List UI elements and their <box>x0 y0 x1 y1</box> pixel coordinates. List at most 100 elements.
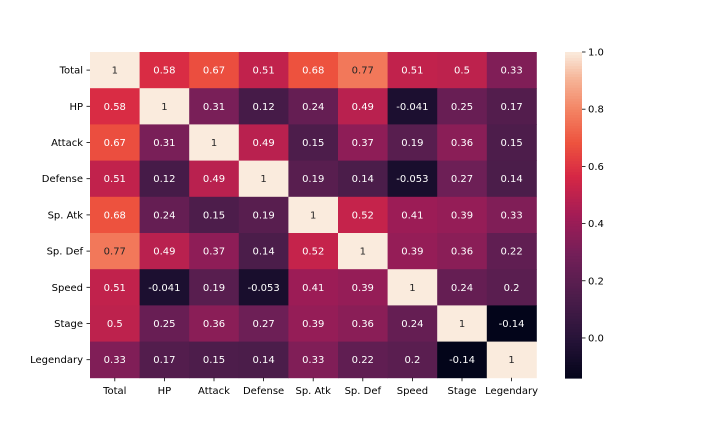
colorbar-strip <box>565 331 582 336</box>
heatmap-cell <box>338 124 388 161</box>
cell-annotation: 0.14 <box>252 247 274 258</box>
heatmap-cell <box>437 124 488 161</box>
cell-annotation: 0.68 <box>302 66 324 77</box>
colorbar-strip <box>565 258 582 262</box>
heatmap-cell <box>189 341 240 379</box>
colorbar-strip <box>565 329 582 333</box>
colorbar-strip <box>565 81 582 86</box>
heatmap-cell <box>338 52 388 89</box>
heatmap-cell <box>288 52 339 89</box>
cell-annotation: 0.37 <box>203 247 225 258</box>
colorbar-strip <box>565 195 582 200</box>
colorbar-strip <box>565 87 582 91</box>
heatmap-cell <box>387 124 438 161</box>
colorbar-strip <box>565 244 582 249</box>
colorbar-strip <box>565 304 582 308</box>
heatmap-cell <box>189 124 240 161</box>
colorbar-strip <box>565 253 582 257</box>
x-tick-label: Total <box>102 386 126 397</box>
colorbar-strip <box>565 318 582 322</box>
colorbar-strip <box>565 299 582 303</box>
colorbar-strip <box>565 190 582 194</box>
cell-annotation: 0.24 <box>153 210 175 221</box>
colorbar-strip <box>565 234 582 238</box>
cell-annotation: 0.27 <box>252 319 274 330</box>
cell-annotation: 0.33 <box>500 210 522 221</box>
cell-annotation: 0.19 <box>203 283 225 294</box>
cell-annotation: 0.15 <box>203 210 225 221</box>
cell-annotation: 0.52 <box>302 247 324 258</box>
colorbar-strip <box>565 364 582 368</box>
heatmap-cell <box>486 196 537 234</box>
heatmap-cell <box>437 233 488 270</box>
cell-annotation: 0.58 <box>104 102 126 113</box>
y-tick-label: Legendary <box>30 355 83 366</box>
heatmap-cell <box>238 124 289 161</box>
cell-annotation: 0.14 <box>352 174 374 185</box>
cell-annotation: 0.19 <box>302 174 324 185</box>
colorbar-strip <box>565 247 582 251</box>
heatmap-cell <box>486 305 537 342</box>
cell-annotation: 1 <box>508 355 514 366</box>
cell-annotation: 0.15 <box>203 355 225 366</box>
colorbar-strip <box>565 348 582 352</box>
colorbar-strip <box>565 236 582 241</box>
cell-annotation: 0.15 <box>500 138 522 149</box>
colorbar-strip <box>565 375 582 379</box>
colorbar-strip <box>565 176 582 181</box>
heatmap-cell <box>189 305 240 342</box>
heatmap-cell <box>486 88 537 125</box>
cell-annotation: 0.67 <box>203 66 225 77</box>
colorbar-strip <box>565 149 582 154</box>
cell-annotation: 0.49 <box>153 247 175 258</box>
cell-annotation: -0.041 <box>396 102 428 113</box>
heatmap-cell <box>238 196 289 234</box>
colorbar-strip <box>565 157 582 162</box>
heatmap-cell <box>486 52 537 89</box>
cell-annotation: 0.2 <box>404 355 420 366</box>
cell-annotation: 0.49 <box>203 174 225 185</box>
colorbar-strip <box>565 337 582 341</box>
colorbar-strip <box>565 160 582 164</box>
colorbar-strip <box>565 225 582 230</box>
colorbar-strip <box>565 255 582 260</box>
heatmap-cell <box>189 160 240 198</box>
colorbar-strip <box>565 57 582 61</box>
colorbar-strip <box>565 84 582 88</box>
colorbar-strip <box>565 65 582 69</box>
cell-annotation: 1 <box>211 138 217 149</box>
colorbar-strip <box>565 109 582 113</box>
cell-annotation: 0.77 <box>352 66 374 77</box>
colorbar-strip <box>565 282 582 287</box>
cell-annotation: 0.37 <box>352 138 374 149</box>
heatmap-cell <box>387 269 438 306</box>
heatmap-cell <box>338 233 388 270</box>
colorbar-strip <box>565 198 582 203</box>
cell-annotation: 0.31 <box>153 138 175 149</box>
cell-annotation: 1 <box>360 247 366 258</box>
heatmap-cell <box>486 233 537 270</box>
cell-annotation: 0.58 <box>153 66 175 77</box>
cell-annotation: 0.36 <box>451 247 473 258</box>
cell-annotation: 0.33 <box>500 66 522 77</box>
heatmap-cell <box>288 233 339 270</box>
colorbar-strip <box>565 60 582 64</box>
colorbar-strip <box>565 179 582 183</box>
heatmap-cell <box>387 52 438 89</box>
heatmap-cell <box>238 52 289 89</box>
heatmap-cell <box>387 305 438 342</box>
colorbar-strip <box>565 277 582 281</box>
colorbar-strip <box>565 122 582 126</box>
heatmap-cell <box>437 305 488 342</box>
cell-annotation: 0.24 <box>451 283 473 294</box>
y-tick-label: Attack <box>51 138 83 149</box>
colorbar-strip <box>565 223 582 227</box>
cell-annotation: 1 <box>112 66 118 77</box>
colorbar-strip <box>565 372 582 376</box>
cell-annotation: 0.24 <box>401 319 423 330</box>
colorbar-strip <box>565 285 582 289</box>
colorbar-strip <box>565 242 582 246</box>
colorbar-strip <box>565 307 582 311</box>
colorbar-strip <box>565 272 582 276</box>
cell-annotation: 0.17 <box>500 102 522 113</box>
